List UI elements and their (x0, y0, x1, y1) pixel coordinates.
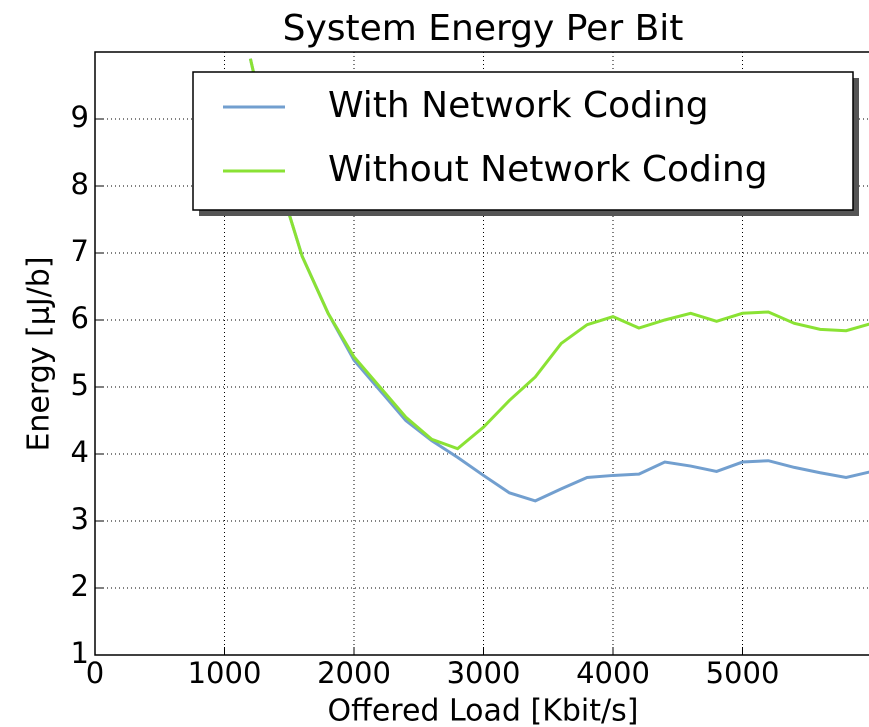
data-line (248, 58, 869, 503)
y-tick-label: 8 (71, 167, 89, 201)
y-tick-label: 9 (71, 100, 89, 134)
x-axis-label: Offered Load [Kbit/s] (328, 694, 639, 727)
y-tick-label: 4 (71, 435, 89, 469)
x-tick-label: 0 (86, 656, 104, 690)
y-tick-label: 6 (71, 301, 89, 335)
legend (192, 71, 854, 211)
y-axis-label: Energy [μJ/b] (22, 256, 57, 451)
plot-area (248, 58, 869, 503)
plot-frame (94, 51, 869, 656)
x-tick-label: 3000 (447, 656, 521, 690)
y-tick-label: 7 (71, 234, 89, 268)
legend-label: Without Network Coding (328, 149, 768, 190)
x-tick-label: 4000 (576, 656, 650, 690)
x-tick-label: 1000 (188, 656, 262, 690)
y-tick-label: 5 (71, 368, 89, 402)
x-tick-label: 2000 (317, 656, 391, 690)
y-tick-label: 2 (71, 569, 89, 603)
y-tick-label: 3 (71, 502, 89, 536)
x-tick-label: 5000 (706, 656, 780, 690)
data-line (248, 58, 869, 451)
y-tick-label: 1 (71, 636, 89, 670)
chart-title: System Energy Per Bit (283, 8, 684, 49)
legend-label: With Network Coding (328, 85, 709, 126)
